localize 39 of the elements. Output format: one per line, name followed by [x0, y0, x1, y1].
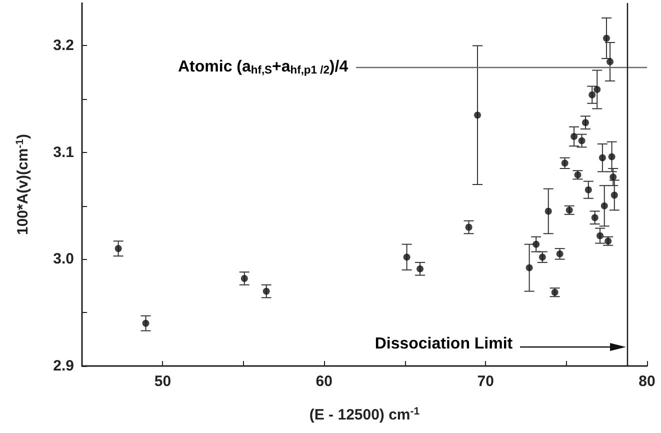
y-tick-label: 2.9 [53, 358, 74, 374]
point [608, 153, 616, 160]
y-axis-title: 100*A(v)(cm-1) [14, 134, 32, 236]
point [600, 202, 608, 210]
y-tick-label: 3.2 [53, 37, 74, 54]
point [262, 288, 270, 295]
point [561, 160, 568, 167]
text: 3.0 [53, 250, 74, 268]
point [578, 137, 586, 144]
ref-line-label: Dissociation Limit [374, 336, 514, 352]
point [142, 320, 150, 327]
point [602, 34, 610, 42]
point [114, 245, 122, 252]
point [591, 214, 598, 222]
point [403, 254, 410, 261]
y-tick-label: 3.1 [53, 144, 74, 161]
point [538, 254, 546, 261]
point [582, 119, 589, 126]
point [598, 154, 606, 162]
point [532, 240, 540, 248]
point [544, 208, 552, 215]
x-tick-label: 70 [477, 373, 494, 390]
point [416, 265, 424, 272]
point [610, 192, 618, 199]
point [556, 250, 564, 258]
point [570, 132, 578, 140]
point [240, 274, 248, 282]
point [610, 174, 617, 181]
point [465, 224, 472, 231]
point [596, 232, 604, 240]
x-tick-label: 50 [154, 373, 172, 390]
point [594, 86, 601, 93]
point [606, 58, 614, 66]
x-tick-label: 80 [638, 373, 656, 390]
point [526, 264, 533, 272]
point [584, 186, 592, 194]
point [474, 112, 481, 119]
x-tick-label: 60 [316, 373, 332, 390]
point [588, 91, 596, 98]
